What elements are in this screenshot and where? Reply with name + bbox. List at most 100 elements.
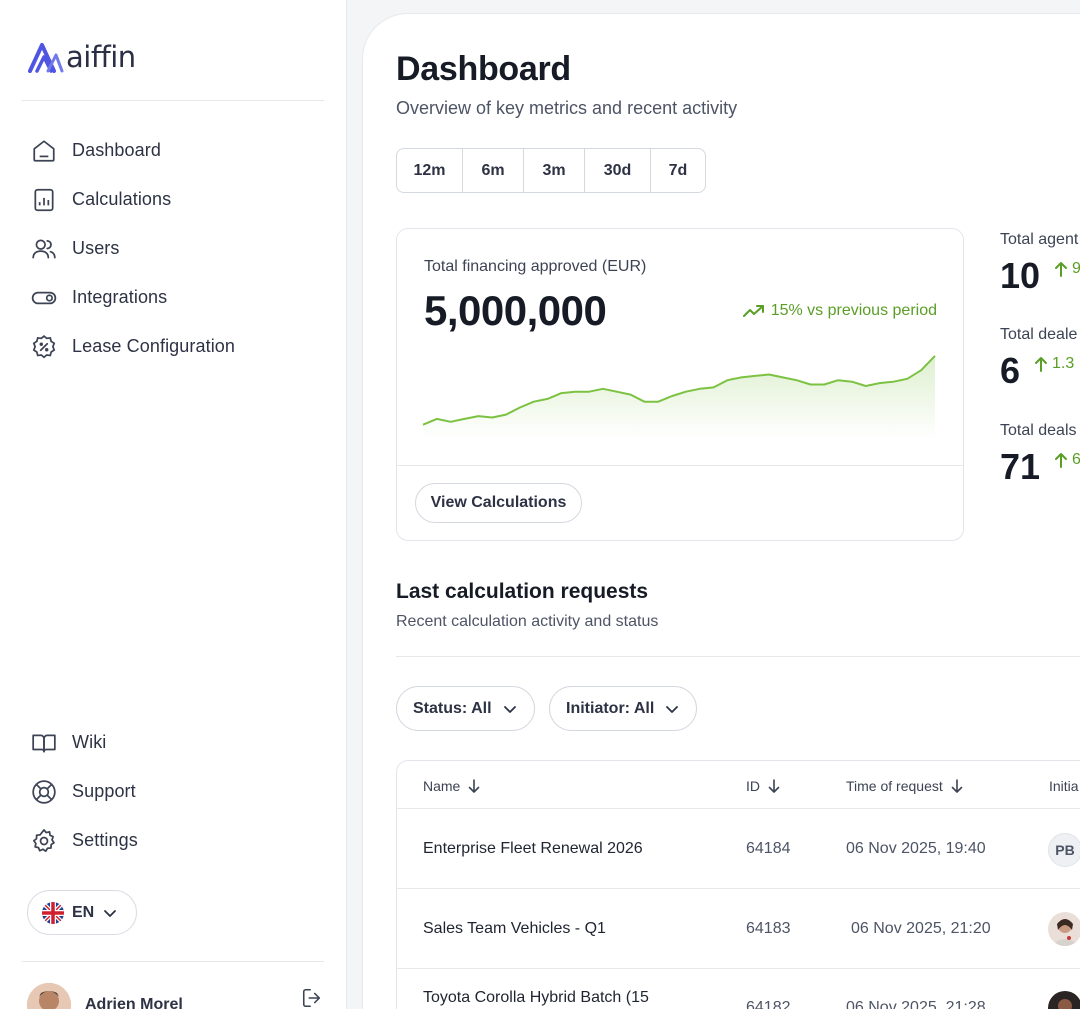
arrow-up-icon — [1055, 453, 1068, 468]
sidebar-item-wiki[interactable]: Wiki — [30, 718, 138, 767]
initiator-filter-label: Initiator: All — [566, 699, 655, 717]
chevron-down-icon — [666, 705, 679, 713]
calculator-icon — [30, 186, 58, 214]
sidebar-item-integrations[interactable]: Integrations — [30, 273, 235, 322]
sidebar-item-label: Wiki — [72, 732, 107, 752]
sidebar-divider — [22, 961, 324, 962]
sidebar-item-label: Settings — [72, 830, 138, 850]
table-header-divider — [397, 808, 1080, 809]
arrow-down-icon — [469, 779, 480, 793]
stat-delta: 6 — [1054, 451, 1080, 469]
chart-area-fill — [423, 355, 935, 439]
arrow-up-icon — [1035, 357, 1048, 372]
aiffin-logo-icon — [28, 43, 64, 73]
logout-icon[interactable] — [301, 987, 323, 1009]
status-filter-label: Status: All — [413, 699, 492, 717]
sidebar-item-label: Integrations — [72, 287, 168, 307]
cell-name: Toyota Corolla Hybrid Batch (15 — [423, 989, 649, 1006]
column-header-time[interactable]: Time of request — [846, 778, 963, 794]
sidebar-item-label: Users — [72, 238, 120, 258]
brand-name: aiffin — [66, 40, 136, 74]
stat-total-deals: Total deals 71 6 — [1000, 422, 1080, 488]
initiator-avatar — [1048, 991, 1080, 1009]
arrow-down-icon — [951, 779, 963, 793]
period-30d-button[interactable]: 30d — [585, 149, 651, 192]
cell-time: 06 Nov 2025, 19:40 — [846, 840, 986, 857]
users-icon — [30, 235, 58, 263]
lifebuoy-icon — [30, 778, 58, 806]
stat-total-dealers: Total deale 6 1.3 — [1000, 326, 1077, 392]
cell-name: Enterprise Fleet Renewal 2026 — [423, 840, 643, 857]
user-avatar-icon — [27, 983, 71, 1009]
stat-value: 6 — [1000, 350, 1021, 391]
initiator-initials: PB — [1048, 833, 1080, 867]
arrow-down-icon — [768, 779, 780, 793]
cell-time: 06 Nov 2025, 21:28 — [846, 999, 986, 1009]
period-selector: 12m 6m 3m 30d 7d — [396, 148, 706, 193]
sidebar-item-label: Calculations — [72, 189, 172, 209]
page-title: Dashboard — [396, 50, 571, 88]
sidebar-item-label: Support — [72, 781, 136, 801]
stat-total-agents: Total agent 10 9 — [1000, 231, 1080, 297]
table-row[interactable]: Sales Team Vehicles - Q1 64183 06 Nov 20… — [397, 889, 1080, 969]
cell-name: Sales Team Vehicles - Q1 — [423, 920, 606, 937]
user-profile: Adrien Morel — [27, 983, 323, 1009]
arrow-up-icon — [1055, 262, 1068, 277]
sidebar-item-label: Dashboard — [72, 140, 161, 160]
table-row[interactable]: Toyota Corolla Hybrid Batch (15 64182 06… — [397, 969, 1080, 1009]
language-label: EN — [72, 903, 95, 921]
sidebar-item-users[interactable]: Users — [30, 224, 235, 273]
table-row[interactable]: Enterprise Fleet Renewal 2026 64184 06 N… — [397, 809, 1080, 889]
brand-logo[interactable]: aiffin — [28, 40, 136, 74]
main-nav: Dashboard Calculations Users Integration… — [30, 126, 235, 371]
card-divider — [397, 465, 963, 466]
sidebar-item-support[interactable]: Support — [30, 767, 138, 816]
section-divider — [396, 656, 1080, 657]
toggle-icon — [30, 284, 58, 312]
cell-id: 64183 — [746, 920, 791, 937]
language-selector[interactable]: EN — [27, 890, 137, 935]
sidebar: aiffin Dashboard Calculations Users Int — [0, 0, 347, 1009]
avatar[interactable] — [27, 983, 71, 1009]
sidebar-item-lease-configuration[interactable]: Lease Configuration — [30, 322, 235, 371]
sidebar-item-dashboard[interactable]: Dashboard — [30, 126, 235, 175]
stat-label: Total deale — [1000, 326, 1078, 343]
chart-series-line — [422, 355, 936, 426]
column-header-id[interactable]: ID — [746, 778, 780, 794]
stat-label: Total agent — [1000, 231, 1079, 248]
initiator-filter[interactable]: Initiator: All — [549, 686, 698, 731]
cell-id: 64184 — [746, 840, 791, 857]
home-icon — [30, 137, 58, 165]
uk-flag-icon — [42, 901, 64, 924]
cell-id: 64182 — [746, 999, 791, 1009]
requests-title: Last calculation requests — [396, 580, 649, 603]
trending-up-icon — [742, 305, 764, 317]
sidebar-item-label: Lease Configuration — [72, 336, 236, 356]
requests-subtitle: Recent calculation activity and status — [396, 613, 659, 630]
financing-area-chart — [422, 355, 936, 439]
gear-icon — [30, 827, 58, 855]
chevron-down-icon — [503, 705, 516, 713]
period-6m-button[interactable]: 6m — [463, 149, 524, 192]
secondary-nav: Wiki Support Settings — [30, 718, 138, 865]
status-filter[interactable]: Status: All — [396, 686, 535, 731]
initiator-avatar — [1048, 912, 1080, 946]
period-7d-button[interactable]: 7d — [668, 161, 688, 179]
stat-delta: 1.3 — [1034, 355, 1074, 373]
user-name: Adrien Morel — [85, 996, 183, 1009]
sidebar-item-settings[interactable]: Settings — [30, 816, 138, 865]
column-header-initiator[interactable]: Initia — [1049, 778, 1079, 794]
financing-label: Total financing approved (EUR) — [424, 258, 647, 275]
period-3m-button[interactable]: 3m — [524, 149, 585, 192]
view-calculations-button[interactable]: View Calculations — [415, 483, 582, 523]
period-12m-button[interactable]: 12m — [397, 149, 463, 192]
book-icon — [30, 729, 58, 757]
column-header-name[interactable]: Name — [423, 778, 480, 794]
sidebar-divider — [22, 100, 324, 101]
financing-value: 5,000,000 — [424, 287, 607, 334]
stat-value: 10 — [1000, 255, 1041, 296]
stat-delta: 9 — [1054, 260, 1080, 278]
sidebar-item-calculations[interactable]: Calculations — [30, 175, 235, 224]
cell-time: 06 Nov 2025, 21:20 — [851, 920, 991, 937]
financing-trend: 15% vs previous period — [742, 302, 937, 320]
